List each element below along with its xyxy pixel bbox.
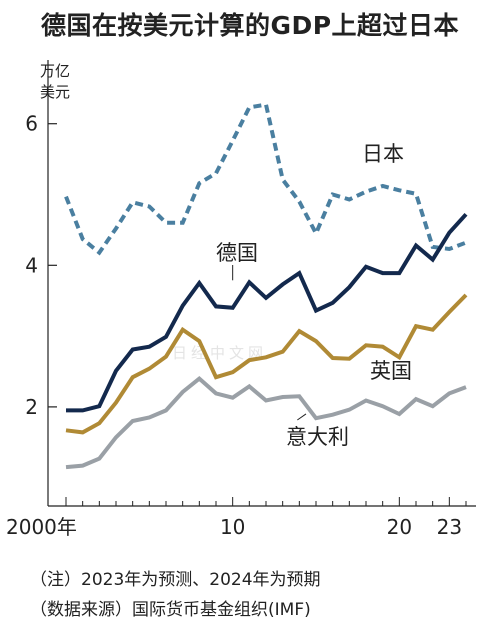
chart-title: 德国在按美元计算的GDP上超过日本 — [40, 11, 460, 40]
x-tick-label: 2000年 — [6, 515, 77, 539]
watermark-text: 日经中文网 — [172, 344, 267, 362]
series-line-2 — [65, 293, 468, 435]
x-tick-label: 20 — [387, 515, 412, 539]
series-label-3: 意大利 — [286, 425, 349, 449]
notes: （注）2023年为预测、2024年为预期 （数据来源）国际货币基金组织(IMF) — [30, 565, 321, 625]
series-line-3 — [65, 375, 467, 470]
note-source: （数据来源）国际货币基金组织(IMF) — [30, 600, 311, 620]
series-label-2: 英国 — [370, 359, 412, 383]
italy-leader-line — [297, 413, 307, 421]
note-forecast: （注）2023年为预测、2024年为预期 — [30, 570, 321, 590]
series-label-1: 德国 — [216, 241, 258, 265]
y-tick-label: 2 — [25, 395, 38, 419]
series-layer — [64, 102, 468, 470]
x-tick-label: 23 — [437, 515, 462, 539]
y-unit-label: 万亿 — [40, 62, 70, 80]
y-unit-label: 美元 — [40, 83, 70, 101]
series-label-0: 日本 — [362, 142, 404, 166]
y-tick-label: 6 — [25, 112, 38, 136]
series-line-0 — [64, 102, 467, 256]
y-tick-label: 4 — [25, 253, 38, 277]
series-line-1 — [66, 212, 468, 413]
watermark-layer: 日经中文网 — [172, 344, 267, 362]
x-tick-label: 10 — [220, 515, 245, 539]
